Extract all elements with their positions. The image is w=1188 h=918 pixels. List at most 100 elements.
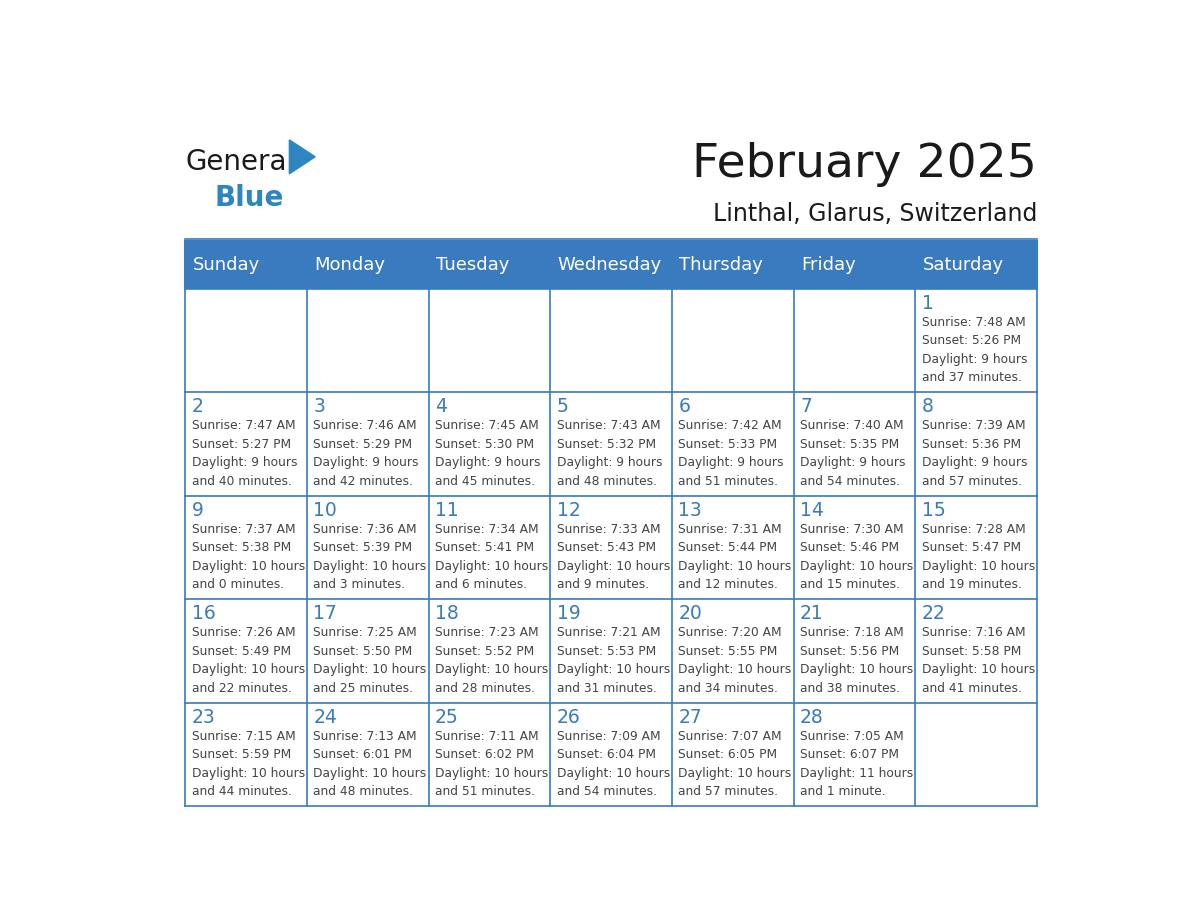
Text: Sunrise: 7:48 AM
Sunset: 5:26 PM
Daylight: 9 hours
and 37 minutes.: Sunrise: 7:48 AM Sunset: 5:26 PM Dayligh… <box>922 316 1028 385</box>
Bar <box>429 703 550 806</box>
Bar <box>185 289 307 393</box>
Text: February 2025: February 2025 <box>693 142 1037 187</box>
Text: 10: 10 <box>314 501 337 520</box>
Text: 21: 21 <box>800 604 823 623</box>
Text: Sunrise: 7:37 AM
Sunset: 5:38 PM
Daylight: 10 hours
and 0 minutes.: Sunrise: 7:37 AM Sunset: 5:38 PM Dayligh… <box>191 523 305 591</box>
Bar <box>672 289 794 393</box>
Bar <box>429 241 550 289</box>
Text: Sunrise: 7:46 AM
Sunset: 5:29 PM
Daylight: 9 hours
and 42 minutes.: Sunrise: 7:46 AM Sunset: 5:29 PM Dayligh… <box>314 420 419 487</box>
Text: Sunrise: 7:20 AM
Sunset: 5:55 PM
Daylight: 10 hours
and 34 minutes.: Sunrise: 7:20 AM Sunset: 5:55 PM Dayligh… <box>678 626 791 695</box>
Text: Sunrise: 7:23 AM
Sunset: 5:52 PM
Daylight: 10 hours
and 28 minutes.: Sunrise: 7:23 AM Sunset: 5:52 PM Dayligh… <box>435 626 549 695</box>
Bar <box>550 241 672 289</box>
Bar <box>429 496 550 599</box>
Bar <box>429 289 550 393</box>
Bar <box>794 496 915 599</box>
Bar <box>185 241 1037 289</box>
Bar <box>672 393 794 496</box>
Text: Sunrise: 7:21 AM
Sunset: 5:53 PM
Daylight: 10 hours
and 31 minutes.: Sunrise: 7:21 AM Sunset: 5:53 PM Dayligh… <box>557 626 670 695</box>
Text: Sunrise: 7:15 AM
Sunset: 5:59 PM
Daylight: 10 hours
and 44 minutes.: Sunrise: 7:15 AM Sunset: 5:59 PM Dayligh… <box>191 730 305 799</box>
Text: Sunrise: 7:16 AM
Sunset: 5:58 PM
Daylight: 10 hours
and 41 minutes.: Sunrise: 7:16 AM Sunset: 5:58 PM Dayligh… <box>922 626 1035 695</box>
Text: Sunrise: 7:11 AM
Sunset: 6:02 PM
Daylight: 10 hours
and 51 minutes.: Sunrise: 7:11 AM Sunset: 6:02 PM Dayligh… <box>435 730 549 799</box>
Text: Sunrise: 7:13 AM
Sunset: 6:01 PM
Daylight: 10 hours
and 48 minutes.: Sunrise: 7:13 AM Sunset: 6:01 PM Dayligh… <box>314 730 426 799</box>
Text: 1: 1 <box>922 294 934 313</box>
Bar <box>672 496 794 599</box>
Bar <box>185 393 307 496</box>
Bar <box>550 703 672 806</box>
Text: Sunrise: 7:26 AM
Sunset: 5:49 PM
Daylight: 10 hours
and 22 minutes.: Sunrise: 7:26 AM Sunset: 5:49 PM Dayligh… <box>191 626 305 695</box>
Text: Sunrise: 7:43 AM
Sunset: 5:32 PM
Daylight: 9 hours
and 48 minutes.: Sunrise: 7:43 AM Sunset: 5:32 PM Dayligh… <box>557 420 662 487</box>
Bar <box>794 241 915 289</box>
Bar <box>794 289 915 393</box>
Bar <box>794 599 915 703</box>
Text: 4: 4 <box>435 397 447 417</box>
Text: Friday: Friday <box>801 256 855 274</box>
Text: Sunrise: 7:07 AM
Sunset: 6:05 PM
Daylight: 10 hours
and 57 minutes.: Sunrise: 7:07 AM Sunset: 6:05 PM Dayligh… <box>678 730 791 799</box>
Text: Thursday: Thursday <box>680 256 763 274</box>
Bar <box>185 496 307 599</box>
Text: 3: 3 <box>314 397 326 417</box>
Bar <box>307 703 429 806</box>
Text: Sunrise: 7:40 AM
Sunset: 5:35 PM
Daylight: 9 hours
and 54 minutes.: Sunrise: 7:40 AM Sunset: 5:35 PM Dayligh… <box>800 420 905 487</box>
Bar <box>672 599 794 703</box>
Text: Sunday: Sunday <box>192 256 260 274</box>
Text: Tuesday: Tuesday <box>436 256 510 274</box>
Text: 25: 25 <box>435 708 459 727</box>
Bar <box>794 393 915 496</box>
Text: 20: 20 <box>678 604 702 623</box>
Bar <box>307 289 429 393</box>
Text: Sunrise: 7:09 AM
Sunset: 6:04 PM
Daylight: 10 hours
and 54 minutes.: Sunrise: 7:09 AM Sunset: 6:04 PM Dayligh… <box>557 730 670 799</box>
Text: 23: 23 <box>191 708 215 727</box>
Text: 2: 2 <box>191 397 203 417</box>
Bar <box>672 241 794 289</box>
Text: Sunrise: 7:42 AM
Sunset: 5:33 PM
Daylight: 9 hours
and 51 minutes.: Sunrise: 7:42 AM Sunset: 5:33 PM Dayligh… <box>678 420 784 487</box>
Text: 5: 5 <box>557 397 569 417</box>
Bar <box>185 241 307 289</box>
Polygon shape <box>290 140 315 174</box>
Text: Wednesday: Wednesday <box>557 256 662 274</box>
Text: 16: 16 <box>191 604 215 623</box>
Text: Sunrise: 7:25 AM
Sunset: 5:50 PM
Daylight: 10 hours
and 25 minutes.: Sunrise: 7:25 AM Sunset: 5:50 PM Dayligh… <box>314 626 426 695</box>
Text: Saturday: Saturday <box>923 256 1004 274</box>
Text: Sunrise: 7:30 AM
Sunset: 5:46 PM
Daylight: 10 hours
and 15 minutes.: Sunrise: 7:30 AM Sunset: 5:46 PM Dayligh… <box>800 523 914 591</box>
Bar <box>307 599 429 703</box>
Text: Sunrise: 7:18 AM
Sunset: 5:56 PM
Daylight: 10 hours
and 38 minutes.: Sunrise: 7:18 AM Sunset: 5:56 PM Dayligh… <box>800 626 914 695</box>
Text: 24: 24 <box>314 708 337 727</box>
Text: Monday: Monday <box>315 256 385 274</box>
Bar <box>307 241 429 289</box>
Text: Sunrise: 7:34 AM
Sunset: 5:41 PM
Daylight: 10 hours
and 6 minutes.: Sunrise: 7:34 AM Sunset: 5:41 PM Dayligh… <box>435 523 549 591</box>
Bar <box>915 599 1037 703</box>
Bar <box>550 496 672 599</box>
Text: 12: 12 <box>557 501 581 520</box>
Text: 27: 27 <box>678 708 702 727</box>
Text: Blue: Blue <box>215 184 284 211</box>
Text: 19: 19 <box>557 604 581 623</box>
Text: Sunrise: 7:33 AM
Sunset: 5:43 PM
Daylight: 10 hours
and 9 minutes.: Sunrise: 7:33 AM Sunset: 5:43 PM Dayligh… <box>557 523 670 591</box>
Text: 8: 8 <box>922 397 934 417</box>
Text: Sunrise: 7:45 AM
Sunset: 5:30 PM
Daylight: 9 hours
and 45 minutes.: Sunrise: 7:45 AM Sunset: 5:30 PM Dayligh… <box>435 420 541 487</box>
Bar <box>672 703 794 806</box>
Text: 26: 26 <box>557 708 581 727</box>
Bar <box>915 496 1037 599</box>
Text: 11: 11 <box>435 501 459 520</box>
Text: 6: 6 <box>678 397 690 417</box>
Bar <box>185 703 307 806</box>
Bar <box>794 703 915 806</box>
Text: 15: 15 <box>922 501 946 520</box>
Bar <box>550 393 672 496</box>
Bar <box>915 289 1037 393</box>
Text: 18: 18 <box>435 604 459 623</box>
Bar <box>915 241 1037 289</box>
Bar <box>185 599 307 703</box>
Text: Sunrise: 7:36 AM
Sunset: 5:39 PM
Daylight: 10 hours
and 3 minutes.: Sunrise: 7:36 AM Sunset: 5:39 PM Dayligh… <box>314 523 426 591</box>
Text: 22: 22 <box>922 604 946 623</box>
Bar <box>307 393 429 496</box>
Text: Linthal, Glarus, Switzerland: Linthal, Glarus, Switzerland <box>713 202 1037 226</box>
Text: 14: 14 <box>800 501 824 520</box>
Bar <box>915 703 1037 806</box>
Text: Sunrise: 7:47 AM
Sunset: 5:27 PM
Daylight: 9 hours
and 40 minutes.: Sunrise: 7:47 AM Sunset: 5:27 PM Dayligh… <box>191 420 297 487</box>
Bar <box>915 393 1037 496</box>
Bar <box>429 599 550 703</box>
Text: 7: 7 <box>800 397 811 417</box>
Bar <box>550 599 672 703</box>
Text: Sunrise: 7:05 AM
Sunset: 6:07 PM
Daylight: 11 hours
and 1 minute.: Sunrise: 7:05 AM Sunset: 6:07 PM Dayligh… <box>800 730 914 799</box>
